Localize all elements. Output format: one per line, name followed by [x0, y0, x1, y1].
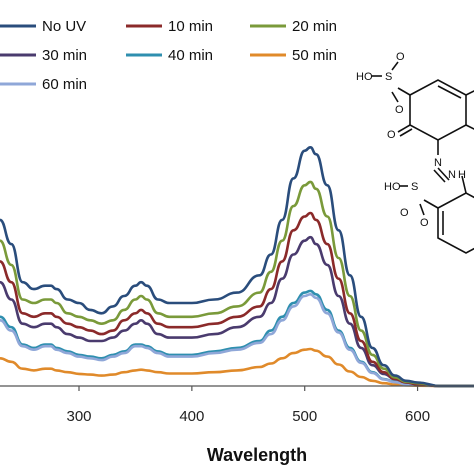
atom-label-n-2: N: [448, 169, 456, 181]
legend-label: 40 min: [168, 47, 213, 64]
n-n-bond: [437, 167, 450, 181]
x-tick-label: 600: [405, 408, 430, 425]
sulfur-o-bottom-bond: [391, 91, 399, 103]
atom-label-ho-lower: HO: [384, 181, 401, 193]
sulfur-o-top-bond: [391, 61, 399, 71]
x-tick-label: 300: [66, 408, 91, 425]
legend-item-20-min: 20 min: [250, 18, 337, 35]
carbonyl-bond: [397, 124, 411, 133]
legend-label: 10 min: [168, 18, 213, 35]
legend-label: 30 min: [42, 47, 87, 64]
series-line-30-min: [0, 235, 474, 388]
legend-label: 50 min: [292, 47, 337, 64]
atom-label-h: H: [458, 169, 466, 181]
legend-label: 60 min: [42, 76, 87, 93]
atom-label-ho-upper: HO: [356, 71, 373, 83]
x-axis-ticks: 300 400 500 600: [66, 386, 430, 425]
atom-label-o-lower-left: O: [400, 207, 409, 219]
legend-item-no-uv: No UV: [0, 18, 86, 35]
series-line-60-min: [0, 293, 474, 388]
carbonyl-bond-2: [399, 128, 413, 137]
legend-item-10-min: 10 min: [126, 18, 213, 35]
n-n-bond-2: [433, 169, 446, 183]
molecule-labels: HO S O O O N N H HO S O O: [356, 51, 466, 229]
plot-lines: [0, 146, 474, 388]
x-tick-label: 500: [292, 408, 317, 425]
series-line-10-min: [0, 211, 474, 388]
atom-label-o-upper-bottom: O: [395, 104, 404, 116]
atom-label-o-lower-bottom: O: [420, 217, 429, 229]
legend-item-60-min: 60 min: [0, 76, 87, 93]
atom-label-n-1: N: [434, 157, 442, 169]
atom-label-s-lower: S: [411, 181, 418, 193]
atom-label-o-ketone: O: [387, 129, 396, 141]
atom-label-s-upper: S: [385, 71, 392, 83]
lower-ring-to-sulfur-bond: [423, 199, 439, 209]
x-tick-label: 400: [179, 408, 204, 425]
ring-to-sulfur-bond: [397, 87, 411, 96]
legend-label: No UV: [42, 18, 86, 35]
legend-item-40-min: 40 min: [126, 47, 213, 64]
fused-ring-bond-lower: [465, 124, 474, 130]
series-line-50-min: [0, 347, 474, 388]
series-line-no-uv: [0, 146, 474, 388]
legend: No UV 10 min 20 min 30 min 40 min 50 min 60 mi…: [0, 18, 337, 93]
molecule-structure: [372, 61, 474, 254]
legend-item-50-min: 50 min: [250, 47, 337, 64]
fused-ring-bond: [465, 90, 474, 96]
lower-sulfur-o-bottom-bond: [419, 203, 425, 216]
series-line-20-min: [0, 180, 474, 388]
legend-label: 20 min: [292, 18, 337, 35]
nh-to-ring-bond: [461, 175, 467, 194]
upper-ring-double-bond: [437, 85, 462, 99]
atom-label-o-upper-top: O: [396, 51, 405, 63]
x-axis-title: Wavelength: [207, 445, 307, 465]
upper-benzene-ring: [409, 79, 467, 141]
legend-item-30-min: 30 min: [0, 47, 87, 64]
